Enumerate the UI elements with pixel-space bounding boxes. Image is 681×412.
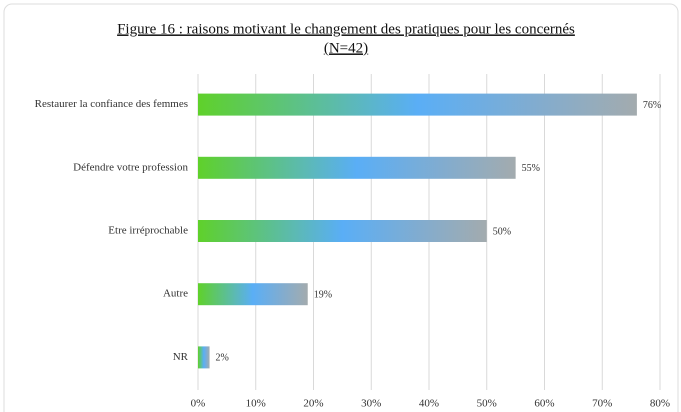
- value-label: 76%: [643, 100, 661, 111]
- x-tick-label: 70%: [592, 398, 612, 410]
- value-label: 2%: [216, 353, 229, 364]
- chart-subtitle: (N=42): [324, 40, 368, 56]
- bar: [198, 220, 487, 242]
- x-tick-label: 30%: [361, 398, 381, 410]
- chart-frame: [3, 3, 679, 412]
- y-tick-label: Défendre votre profession: [73, 161, 188, 173]
- bar: [198, 283, 308, 306]
- x-tick-label: 0%: [191, 398, 206, 410]
- y-tick-label: Autre: [163, 288, 188, 300]
- x-tick-label: 80%: [650, 398, 670, 410]
- x-tick-label: 60%: [534, 398, 554, 410]
- x-tick-label: 10%: [246, 398, 266, 410]
- bar: [198, 93, 637, 116]
- y-tick-label: Etre irréprochable: [108, 225, 188, 237]
- x-tick-label: 20%: [303, 398, 323, 410]
- x-tick-label: 50%: [477, 398, 497, 410]
- bar: [198, 156, 516, 179]
- x-tick-label: 40%: [419, 398, 439, 410]
- y-tick-label: NR: [173, 351, 189, 363]
- value-label: 50%: [493, 226, 511, 237]
- value-label: 55%: [522, 163, 540, 174]
- value-label: 19%: [314, 289, 332, 300]
- chart-title: Figure 16 : raisons motivant le changeme…: [117, 21, 575, 37]
- y-tick-label: Restaurer la confiance des femmes: [35, 98, 188, 110]
- bar: [198, 346, 210, 369]
